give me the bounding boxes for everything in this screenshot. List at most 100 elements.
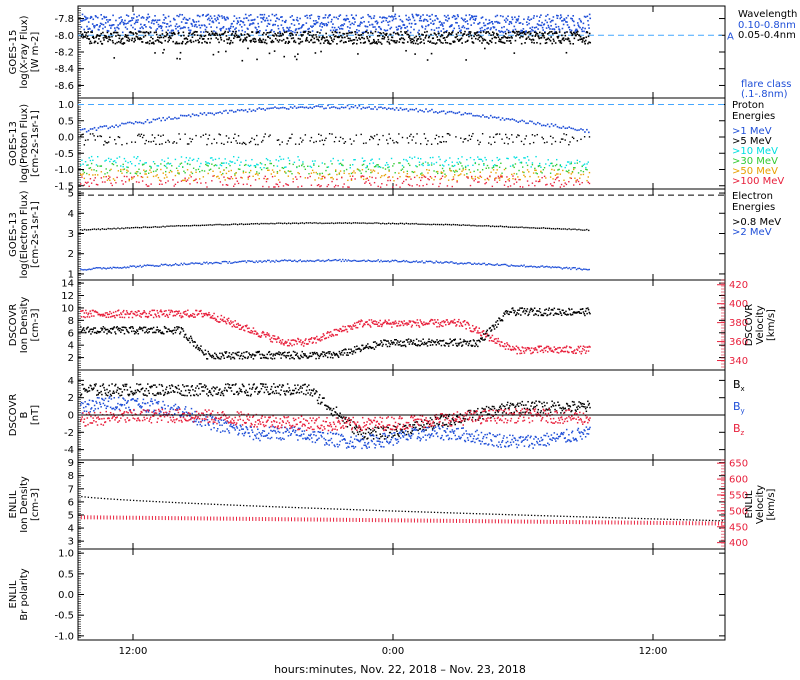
panel-frame <box>77 188 726 281</box>
proton-series-point <box>522 166 524 168</box>
proton-series-point <box>490 143 492 146</box>
electron-2mev-point <box>214 261 216 264</box>
xray-short-point <box>180 35 182 37</box>
xray-short-point <box>223 40 225 42</box>
proton-series-point <box>489 136 491 138</box>
xray-short-point <box>442 37 445 40</box>
proton-series-point <box>481 133 484 135</box>
xray-long-point <box>225 28 228 30</box>
velocity-point <box>441 320 443 323</box>
proton-series-point <box>586 169 588 171</box>
xray-short-point <box>576 33 578 36</box>
xray-long-point <box>250 19 253 22</box>
velocity-point <box>285 342 287 344</box>
xray-long-point <box>247 28 249 30</box>
proton-series-point <box>377 164 379 166</box>
xray-long-point <box>216 16 219 19</box>
xray-long-point <box>520 29 522 32</box>
y-tick-label: -8.2 <box>54 48 74 59</box>
xray-long-point <box>114 27 116 29</box>
xray-short-point <box>102 31 104 34</box>
xray-long-point <box>459 30 462 33</box>
velocity-point <box>534 347 537 349</box>
velocity-point <box>114 310 117 313</box>
proton-series-point <box>435 161 438 164</box>
xray-short-point <box>482 39 484 42</box>
proton-series-point <box>155 143 157 146</box>
proton-1mev-point <box>191 113 194 115</box>
proton-series-point <box>90 182 93 184</box>
electron-08mev-point <box>586 228 588 231</box>
proton-series-point <box>237 182 240 185</box>
proton-series-point <box>93 135 95 137</box>
xray-short-point <box>136 36 139 38</box>
proton-series-point <box>213 164 215 167</box>
velocity-point <box>119 316 121 318</box>
velocity-point <box>147 316 149 319</box>
electron-2mev-point <box>238 260 241 263</box>
xray-short-point <box>285 41 287 43</box>
proton-series-point <box>115 143 117 145</box>
xray-short-point <box>437 39 439 41</box>
electron-2mev-point <box>412 260 415 263</box>
proton-series-point <box>200 162 202 165</box>
xray-long-point <box>531 28 533 31</box>
electron-2mev-point <box>271 260 273 262</box>
proton-1mev-point <box>338 107 341 110</box>
electron-2mev-point <box>489 263 491 265</box>
electron-08mev-point <box>129 227 131 229</box>
xray-long-point <box>376 21 379 24</box>
proton-series-point <box>252 175 254 178</box>
proton-1mev-point <box>484 116 486 118</box>
electron-2mev-point <box>92 267 95 270</box>
electron-08mev-point <box>464 224 466 226</box>
xray-short-point <box>508 40 510 42</box>
xray-long-point <box>371 23 374 26</box>
xray-short-point <box>189 39 192 42</box>
xray-long-point <box>251 23 253 25</box>
xray-long-point <box>439 24 442 26</box>
proton-series-point <box>411 157 413 160</box>
velocity-point <box>459 321 462 324</box>
proton-1mev-point <box>156 118 159 120</box>
proton-series-point <box>322 143 325 146</box>
velocity-point <box>104 312 107 314</box>
proton-series-point <box>492 165 495 167</box>
proton-series-point <box>541 176 543 179</box>
proton-series-point <box>331 163 333 165</box>
proton-1mev-point <box>274 106 276 108</box>
proton-1mev-point <box>493 116 496 118</box>
proton-series-point <box>279 155 281 158</box>
velocity-point <box>348 326 351 328</box>
xray-short-point <box>163 35 166 37</box>
xray-short-point <box>212 32 214 35</box>
xray-short-point <box>445 31 448 33</box>
xray-long-point <box>561 27 564 30</box>
proton-series-point <box>224 158 226 160</box>
xray-long-point <box>209 19 211 22</box>
proton-1mev-point <box>488 117 490 119</box>
xray-long-point <box>501 30 504 33</box>
xray-short-point <box>418 35 421 38</box>
xray-long-point <box>408 22 411 25</box>
proton-series-point <box>333 140 336 143</box>
proton-series-point <box>455 136 457 138</box>
proton-series-point <box>211 142 213 145</box>
electron-08mev-point <box>219 223 221 226</box>
xray-long-point <box>221 15 223 17</box>
proton-series-point <box>529 175 531 178</box>
proton-series-point <box>545 163 547 165</box>
electron-2mev-point <box>585 268 588 271</box>
velocity-point <box>128 316 130 319</box>
electron-08mev-point <box>442 224 445 226</box>
velocity-point <box>86 316 89 318</box>
velocity-point <box>180 316 183 319</box>
proton-1mev-point <box>231 109 233 112</box>
xray-short-point <box>315 34 317 36</box>
xray-short-point <box>114 31 116 34</box>
proton-1mev-point <box>252 109 255 111</box>
velocity-point <box>453 322 455 324</box>
proton-series-point <box>166 167 168 169</box>
velocity-point <box>329 334 331 337</box>
xray-long-point <box>481 16 484 18</box>
